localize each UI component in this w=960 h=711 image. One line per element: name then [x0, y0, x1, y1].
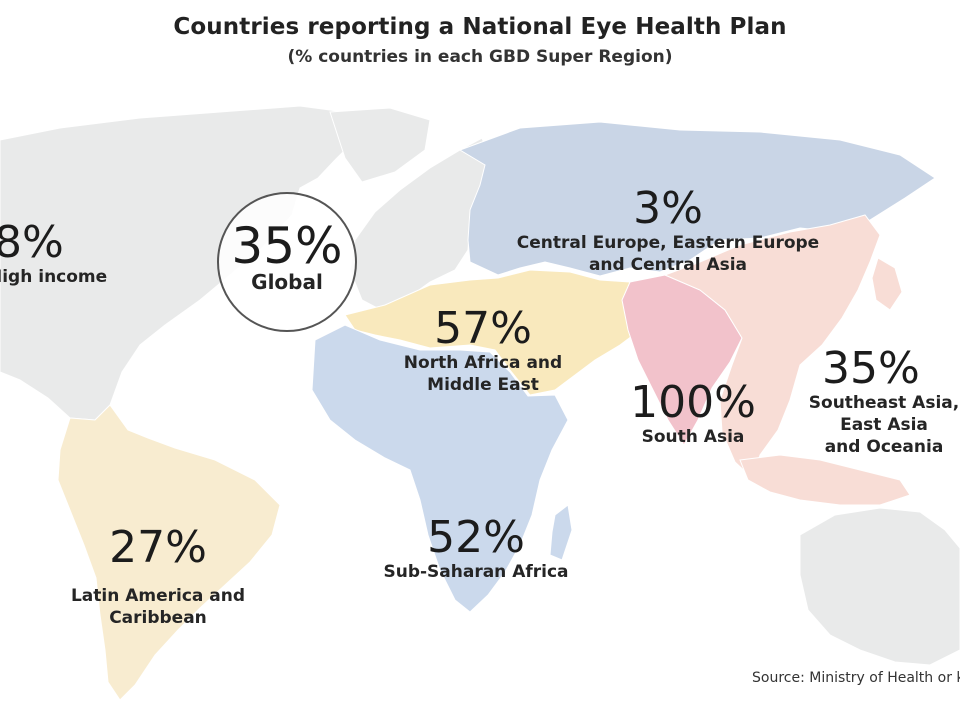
global-summary-badge: 35% Global [217, 192, 357, 332]
region-value-central-europe: 3% [633, 183, 703, 234]
region-sub-saharan-africa [311, 324, 569, 613]
region-label-north-africa: 57% North Africa and Middle East [388, 303, 578, 396]
region-southeast-islands [739, 454, 911, 506]
region-name-southeast-asia: Southeast Asia, East Asia and Oceania [808, 393, 960, 458]
region-value-southeast-asia: 35% [822, 343, 920, 394]
region-label-latin-america: 27% Latin America and Caribbean [66, 522, 250, 629]
region-north-africa-middle-east [344, 269, 651, 396]
region-latin-america [57, 404, 281, 701]
region-value-north-africa: 57% [434, 303, 532, 354]
global-value: 35% [231, 217, 343, 275]
region-southeast-east-asia [663, 214, 881, 479]
region-name-latin-america: Latin America and Caribbean [70, 586, 246, 629]
region-value-high-income: 8% [0, 217, 64, 268]
region-high-income-australia [799, 507, 960, 666]
global-label: Global [251, 269, 323, 294]
region-name-central-europe: Central Europe, Eastern Europe and Centr… [516, 233, 820, 276]
region-label-high-income: 8% High income [0, 217, 108, 288]
region-label-southeast-asia: 35% Southeast Asia, East Asia and Oceani… [808, 343, 960, 458]
region-value-latin-america: 27% [109, 522, 207, 573]
region-central-europe-asia [458, 121, 936, 277]
source-note: Source: Ministry of Health or key inform… [752, 670, 960, 686]
region-label-south-asia: 100% South Asia [618, 377, 768, 448]
region-value-sub-saharan: 52% [427, 512, 525, 563]
region-value-south-asia: 100% [630, 377, 756, 428]
region-label-central-europe: 3% Central Europe, Eastern Europe and Ce… [512, 183, 824, 276]
region-japan [871, 257, 903, 311]
region-name-high-income: High income [0, 267, 108, 288]
region-name-south-asia: South Asia [641, 427, 745, 448]
region-name-sub-saharan: Sub-Saharan Africa [383, 562, 569, 583]
region-high-income-greenland [329, 107, 431, 183]
region-label-sub-saharan: 52% Sub-Saharan Africa [380, 512, 572, 583]
map-subtitle: (% countries in each GBD Super Region) [287, 47, 673, 67]
region-madagascar [549, 504, 573, 561]
region-name-north-africa: North Africa and Middle East [403, 353, 563, 396]
map-title: Countries reporting a National Eye Healt… [173, 14, 787, 40]
